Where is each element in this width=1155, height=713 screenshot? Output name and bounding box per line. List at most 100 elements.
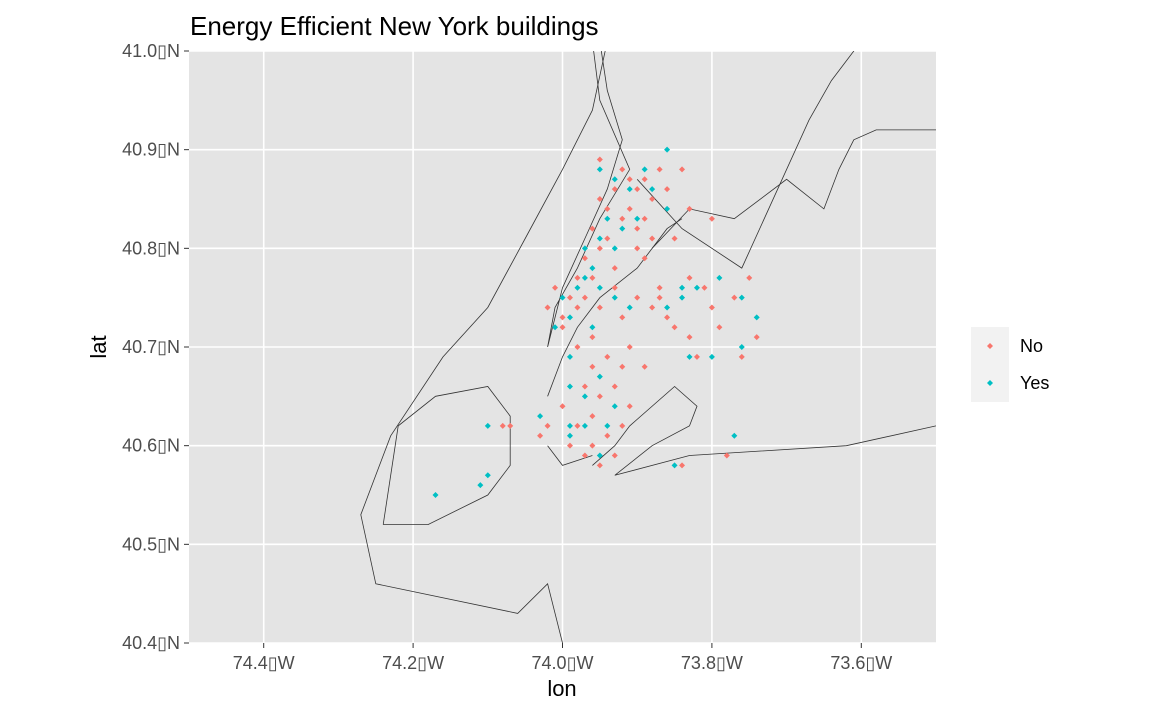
data-point-no [641, 176, 648, 183]
data-point-yes [671, 462, 678, 469]
data-point-no [596, 304, 603, 311]
data-point-no [708, 215, 715, 222]
data-point-no [566, 442, 573, 449]
data-point-yes [611, 176, 618, 183]
data-point-yes [679, 284, 686, 291]
data-point-yes [604, 422, 611, 429]
data-point-no [679, 166, 686, 173]
data-point-yes [566, 314, 573, 321]
data-point-no [656, 294, 663, 301]
boundary-north-shore [651, 129, 936, 249]
data-point-yes [716, 274, 723, 281]
y-tick-label: 40.7▯N [122, 337, 180, 357]
data-point-no [649, 304, 656, 311]
data-point-no [671, 324, 678, 331]
data-point-no [559, 314, 566, 321]
data-point-yes [484, 422, 491, 429]
data-point-yes [477, 482, 484, 489]
data-point-no [507, 422, 514, 429]
data-point-no [656, 284, 663, 291]
data-point-no [552, 284, 559, 291]
data-point-no [596, 196, 603, 202]
data-point-yes [581, 245, 588, 252]
x-tick-label: 74.4▯W [233, 653, 295, 673]
data-point-no [596, 156, 603, 163]
data-point-yes [738, 294, 745, 301]
data-point-no [604, 353, 611, 360]
data-point-no [604, 235, 611, 242]
data-point-no [589, 442, 596, 449]
data-point-no [589, 225, 596, 232]
data-point-yes [626, 186, 633, 193]
data-point-yes [619, 225, 626, 232]
data-point-yes [753, 314, 760, 321]
data-point-no [716, 324, 723, 331]
data-point-no [708, 304, 715, 311]
y-axis-title: lat [86, 335, 111, 358]
boundary-staten-island [382, 386, 511, 525]
data-point-no [574, 274, 581, 281]
data-point-no [589, 334, 596, 341]
data-point-yes [596, 284, 603, 291]
data-point-no [544, 304, 551, 311]
data-point-no [611, 265, 618, 272]
data-point-yes [581, 274, 588, 281]
data-point-no [611, 284, 618, 291]
data-point-yes [641, 166, 648, 173]
data-point-no [611, 383, 618, 390]
data-point-no [686, 274, 693, 281]
data-point-no [574, 304, 581, 311]
data-point-no [596, 245, 603, 252]
y-axis-ticks: 41.0▯N 40.9▯N 40.8▯N 40.7▯N 40.6▯N 40.5▯N 40.4… [122, 41, 189, 653]
building-points [432, 146, 760, 498]
data-point-yes [738, 344, 745, 350]
data-point-no [626, 403, 633, 410]
data-point-yes [574, 284, 581, 291]
data-point-no [619, 422, 626, 429]
x-tick-label: 73.8▯W [681, 653, 743, 673]
data-point-no [731, 294, 738, 301]
data-point-no [626, 176, 633, 183]
data-point-no [693, 353, 700, 360]
data-point-yes [611, 294, 618, 301]
data-point-yes [596, 373, 603, 380]
data-point-yes [731, 432, 738, 439]
data-point-no [723, 452, 730, 459]
data-point-yes [566, 353, 573, 360]
chart-title: Energy Efficient New York buildings [190, 11, 599, 41]
data-point-no [626, 344, 633, 350]
data-point-no [589, 274, 596, 281]
data-point-no [619, 166, 626, 173]
legend-key-yes [987, 380, 993, 386]
x-axis-title: lon [547, 676, 576, 701]
legend-key-no [987, 343, 993, 349]
data-point-yes [596, 235, 603, 242]
data-point-no [619, 314, 626, 321]
data-point-yes [634, 215, 641, 222]
grid-lines [189, 50, 936, 644]
data-point-no [596, 393, 603, 400]
data-point-yes [537, 413, 544, 420]
data-point-no [679, 462, 686, 469]
data-point-no [701, 284, 708, 291]
data-point-yes [693, 284, 700, 291]
data-point-no [686, 334, 693, 341]
boundary-brooklyn-queens [547, 218, 683, 397]
data-point-yes [679, 294, 686, 301]
data-point-yes [484, 472, 491, 479]
data-point-no [738, 353, 745, 360]
y-tick-label: 40.5▯N [122, 534, 180, 554]
y-tick-label: 41.0▯N [122, 41, 180, 61]
x-tick-label: 74.2▯W [382, 653, 444, 673]
boundary-south-shore [592, 385, 936, 476]
data-point-yes [552, 324, 559, 331]
data-point-yes [566, 422, 573, 429]
data-point-no [634, 294, 641, 301]
data-point-no [581, 255, 588, 262]
data-point-no [537, 432, 544, 439]
x-tick-label: 73.6▯W [830, 653, 892, 673]
data-point-no [671, 235, 678, 242]
boundary-bronx-east [636, 51, 855, 269]
data-point-no [581, 383, 588, 390]
